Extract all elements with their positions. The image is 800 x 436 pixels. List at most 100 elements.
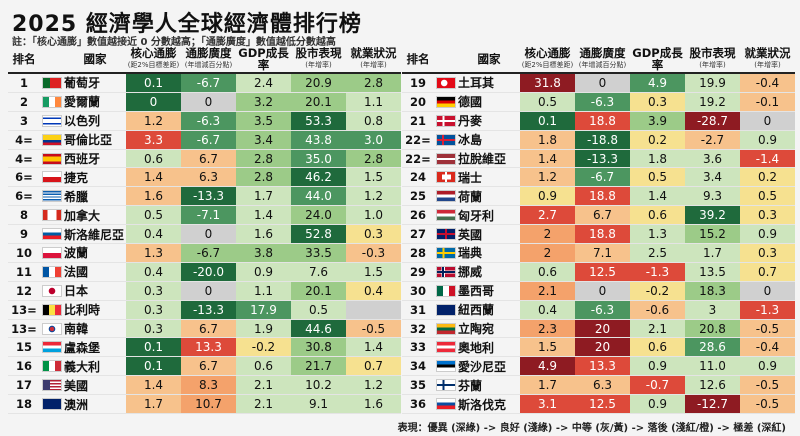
flag-ch-icon	[436, 171, 456, 184]
header-rank: 排名	[406, 52, 430, 66]
header-core-inflation: 核心通膨 (距2%目標差距)	[521, 46, 574, 69]
cell-gdp-growth: 1.7	[236, 187, 291, 206]
cell-employment: -0.5	[740, 376, 795, 395]
cell-employment: 1.6	[346, 395, 401, 414]
flag-fi-icon	[436, 379, 456, 392]
note: 註：「核心通膨」數值越接近 0 分數越高；「通膨廣度」數值越低分數越高	[12, 37, 336, 48]
cell-stock-performance: 44.0	[291, 187, 346, 206]
cell-stock-performance: -12.7	[685, 395, 740, 414]
flag-gb-icon	[436, 228, 456, 241]
cell-inflation-breadth: -6.3	[575, 300, 630, 319]
country-name: 紐西蘭	[458, 303, 495, 318]
cell-inflation-breadth: -13.3	[575, 149, 630, 168]
rank: 13=	[11, 302, 37, 317]
cell-core-inflation: 3.3	[126, 130, 181, 149]
table-row: 3 以色列 1.2 -6.3 3.5 53.3 0.8	[8, 111, 401, 131]
cell-gdp-growth: 1.3	[630, 225, 685, 244]
cell-gdp-growth: 3.5	[236, 111, 291, 130]
table-row: 13= 比利時 0.3 -13.3 17.9 0.5	[8, 300, 401, 320]
rank: 22=	[405, 151, 431, 166]
country-name: 澳洲	[64, 397, 89, 412]
cell-inflation-breadth: -6.3	[181, 111, 236, 130]
table-row: 21 丹麥 0.1 18.8 3.9 -28.7 0	[402, 111, 795, 131]
cell-gdp-growth: 0.6	[630, 206, 685, 225]
cell-inflation-breadth: -6.7	[181, 130, 236, 149]
rank: 27	[409, 227, 426, 242]
country-name: 南韓	[64, 322, 89, 337]
table-row: 32 立陶宛 2.3 20 2.1 20.8 -0.5	[402, 319, 795, 339]
table-row: 4= 哥倫比亞 3.3 -6.7 3.4 43.8 3.0	[8, 130, 401, 150]
cell-stock-performance: 52.8	[291, 225, 346, 244]
cell-core-inflation: 0.1	[126, 338, 181, 357]
flag-cz-icon	[42, 171, 62, 184]
cell-inflation-breadth: 20	[575, 319, 630, 338]
country-name: 西班牙	[64, 152, 101, 166]
table-row: 26 匈牙利 2.7 6.7 0.6 39.2 0.3	[402, 206, 795, 226]
flag-se-icon	[436, 246, 456, 259]
cell-stock-performance: 3.4	[685, 168, 740, 187]
cell-stock-performance: 13.5	[685, 262, 740, 281]
header-rank: 排名	[12, 52, 36, 66]
cell-employment: 0.9	[740, 225, 795, 244]
rank: 33	[409, 340, 426, 355]
country-name: 瑞士	[458, 170, 483, 185]
cell-stock-performance: 28.6	[685, 338, 740, 357]
cell-stock-performance: 18.3	[685, 281, 740, 300]
table-row: 12 日本 0.3 0 1.1 20.1 0.4	[8, 281, 401, 301]
country-name: 以色列	[64, 114, 101, 129]
cell-stock-performance: 3.6	[685, 149, 740, 168]
cell-inflation-breadth: 0	[575, 281, 630, 300]
rank: 13=	[11, 321, 37, 336]
country-name: 捷克	[64, 170, 89, 185]
flag-it-icon	[42, 360, 62, 373]
cell-stock-performance: 3	[685, 300, 740, 319]
cell-stock-performance: 9.1	[291, 395, 346, 414]
header-stock: 股市表現 (年增率)	[295, 46, 342, 69]
cell-gdp-growth: 0.6	[630, 338, 685, 357]
flag-ca-icon	[42, 209, 62, 222]
cell-gdp-growth: 0.9	[630, 395, 685, 414]
flag-au-icon	[42, 398, 62, 411]
cell-employment: 0	[740, 111, 795, 130]
cell-stock-performance: 20.1	[291, 92, 346, 111]
cell-stock-performance: 43.8	[291, 130, 346, 149]
cell-gdp-growth: 2.4	[236, 74, 291, 92]
cell-inflation-breadth: -6.7	[575, 168, 630, 187]
country-name: 冰島	[458, 133, 483, 148]
cell-inflation-breadth: 10.7	[181, 395, 236, 414]
cell-stock-performance: 11.0	[685, 357, 740, 376]
cell-core-inflation: 0.1	[126, 74, 181, 92]
rank: 8	[19, 208, 28, 223]
table-header: 排名 國家 核心通膨 (距2%目標差距) 通膨廣度 (年增減百分點) GDP成長率 …	[402, 46, 795, 74]
cell-employment: 0.8	[346, 111, 401, 130]
cell-gdp-growth: 0.3	[630, 92, 685, 111]
flag-us-icon	[42, 379, 62, 392]
rank: 3	[19, 113, 28, 128]
cell-core-inflation: 1.2	[126, 111, 181, 130]
flag-lv-icon	[436, 152, 456, 165]
cell-core-inflation: 2	[520, 244, 575, 262]
cell-employment: -0.1	[740, 92, 795, 111]
flag-at-icon	[436, 341, 456, 354]
cell-stock-performance: 39.2	[685, 206, 740, 225]
cell-inflation-breadth: 6.3	[181, 168, 236, 187]
table-row: 17 美國 1.4 8.3 2.1 10.2 1.2	[8, 376, 401, 396]
rank: 12	[15, 283, 32, 298]
cell-stock-performance: 35.0	[291, 149, 346, 168]
table-row: 25 荷蘭 0.9 18.8 1.4 9.3 0.5	[402, 187, 795, 207]
cell-employment: -0.4	[740, 74, 795, 92]
cell-employment: 0.5	[740, 187, 795, 206]
cell-employment: 1.5	[346, 168, 401, 187]
cell-employment: 1.0	[346, 206, 401, 225]
cell-stock-performance: 20.9	[291, 74, 346, 92]
cell-inflation-breadth: 6.7	[181, 319, 236, 338]
country-name: 立陶宛	[458, 322, 495, 337]
cell-gdp-growth: 3.2	[236, 92, 291, 111]
cell-gdp-growth: 2.1	[236, 395, 291, 414]
country-name: 愛爾蘭	[64, 95, 101, 110]
cell-employment: 2.8	[346, 149, 401, 168]
rank: 20	[409, 94, 426, 109]
flag-lu-icon	[42, 341, 62, 354]
table-row: 16 義大利 0.1 6.7 0.6 21.7 0.7	[8, 357, 401, 377]
cell-employment: 0.9	[740, 357, 795, 376]
